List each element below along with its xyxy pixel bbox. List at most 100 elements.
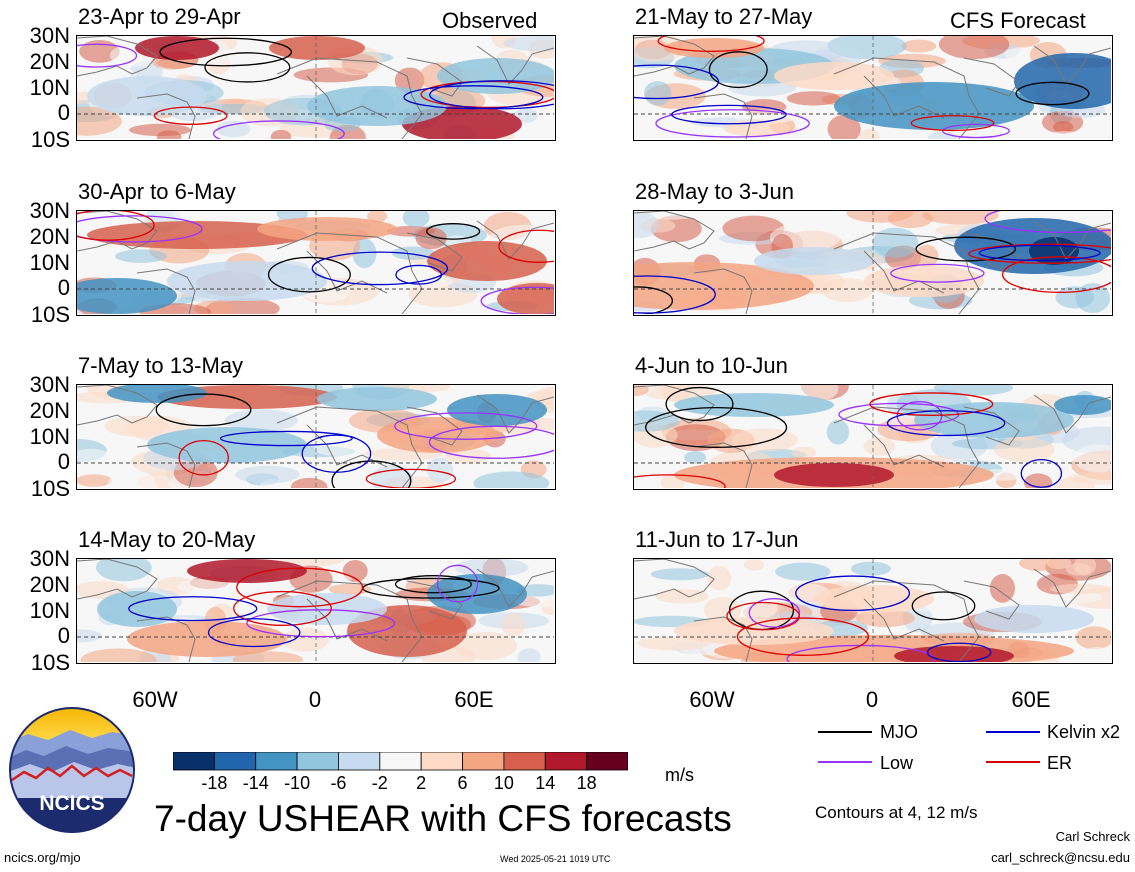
- shear-fill-patch: [135, 36, 219, 60]
- panel-title-obs-1: 23-Apr to 29-Apr: [78, 4, 241, 29]
- x-tick-60w-right: 60W: [689, 687, 735, 712]
- shear-fill-patch: [514, 107, 538, 123]
- y-tick-label: 30N: [29, 198, 70, 223]
- y-tick-label: 20N: [29, 398, 70, 423]
- shear-fill-patch: [974, 605, 1094, 633]
- shear-fill-patch: [674, 393, 834, 417]
- shear-fill-patch: [774, 463, 894, 487]
- map-panel-obs-4: [76, 558, 556, 664]
- shear-fill-patch: [342, 559, 368, 583]
- shear-fill-patch: [167, 261, 327, 301]
- map-panel-obs-3: [76, 384, 556, 490]
- cfs-forecast-label: CFS Forecast: [950, 8, 1086, 33]
- shear-fill-patch: [927, 131, 958, 139]
- footer-timestamp: Wed 2025-05-21 1019 UTC: [500, 854, 611, 864]
- shear-fill-patch: [127, 621, 287, 657]
- coastline: [406, 406, 463, 446]
- y-tick-label: 30N: [29, 372, 70, 397]
- map-panel-fcst-3: [633, 384, 1113, 490]
- y-tick-label: 10S: [30, 127, 70, 152]
- contour-line: [1015, 81, 1090, 106]
- shear-fill-patch: [517, 648, 541, 662]
- contour-line: [795, 575, 911, 612]
- contour-line: [246, 609, 396, 638]
- shear-fill-patch: [1049, 583, 1111, 594]
- coastline: [136, 268, 196, 314]
- shear-fill-patch: [864, 265, 984, 297]
- contour-line: [634, 275, 716, 314]
- contour-line: [153, 106, 228, 125]
- coastline: [406, 580, 463, 620]
- contour-line: [748, 598, 801, 628]
- shear-fill-patch: [77, 629, 102, 643]
- shear-fill-patch: [267, 593, 387, 625]
- y-tick-label: 20N: [29, 572, 70, 597]
- shear-fill-patch: [216, 120, 251, 138]
- contour-line: [159, 37, 293, 67]
- y-tick-label: 10N: [29, 424, 70, 449]
- contour-line: [233, 590, 332, 626]
- shear-fill-patch: [799, 211, 836, 222]
- observed-label: Observed: [442, 8, 538, 33]
- coastline: [476, 394, 554, 434]
- contour-line: [634, 286, 673, 314]
- shear-fill-patch: [473, 471, 550, 488]
- shear-fill-patch: [80, 648, 157, 662]
- shear-fill-patch: [970, 297, 1044, 309]
- contour-line: [1001, 256, 1111, 293]
- legend-mjo-label: MJO: [880, 722, 918, 742]
- contour-line: [155, 393, 252, 427]
- coastline: [863, 250, 945, 294]
- shear-map: [634, 211, 1111, 314]
- shear-fill-patch: [147, 427, 307, 463]
- contour-line: [498, 229, 554, 263]
- shear-fill-patch: [87, 76, 207, 116]
- shear-fill-patch: [1014, 53, 1111, 109]
- shear-fill-patch: [775, 562, 831, 581]
- colorbar-tick-label: -18: [201, 773, 228, 793]
- shear-fill-patch: [1073, 559, 1097, 576]
- contour-line: [911, 591, 976, 621]
- colorbar-segment: [213, 752, 257, 771]
- shear-fill-patch: [177, 578, 234, 595]
- y-tick-label: 20N: [29, 224, 70, 249]
- shear-fill-patch: [655, 588, 709, 604]
- shear-fill-patch: [1067, 471, 1111, 485]
- footer-url: ncics.org/mjo: [4, 850, 81, 865]
- logo-text: NCICS: [39, 792, 104, 815]
- shear-fill-patch: [77, 448, 111, 463]
- coastline: [693, 442, 753, 488]
- coastline: [963, 57, 1020, 97]
- colorbar-tick-label: 14: [535, 773, 556, 793]
- contour-line: [207, 618, 301, 648]
- contour-line: [890, 263, 985, 283]
- shear-fill-patch: [643, 81, 672, 106]
- colorbar-segment: [255, 752, 298, 771]
- coastline: [863, 424, 945, 468]
- shear-fill-patch: [187, 559, 307, 583]
- shear-fill-patch: [1052, 120, 1074, 134]
- colorbar-tick-label: 6: [457, 773, 468, 793]
- footer-author: Carl Schreck: [1055, 829, 1130, 844]
- panel-title-fcst-1: 21-May to 27-May: [635, 4, 813, 29]
- panel-title-obs-2: 30-Apr to 6-May: [78, 179, 236, 204]
- contour-line: [869, 392, 994, 416]
- shear-fill-patch: [317, 387, 437, 411]
- contour-line: [403, 85, 544, 110]
- contour-line: [655, 109, 810, 138]
- shear-fill-patch: [706, 565, 732, 591]
- shear-map: [634, 385, 1111, 488]
- shear-fill-patch: [634, 211, 660, 239]
- shear-fill-patch: [270, 129, 292, 139]
- x-tick-0-left: 0: [308, 687, 322, 712]
- contour-line: [671, 104, 787, 125]
- shear-fill-patch: [304, 404, 349, 431]
- shear-fill-patch: [503, 36, 554, 52]
- coastline: [693, 268, 753, 314]
- colorbar-tick-label: -6: [330, 773, 347, 793]
- x-tick-60e-right: 60E: [1011, 687, 1051, 712]
- shear-fill-patch: [410, 275, 454, 288]
- shear-fill-patch: [1080, 646, 1111, 662]
- contour-line: [968, 243, 1111, 264]
- shear-fill-patch: [77, 278, 177, 314]
